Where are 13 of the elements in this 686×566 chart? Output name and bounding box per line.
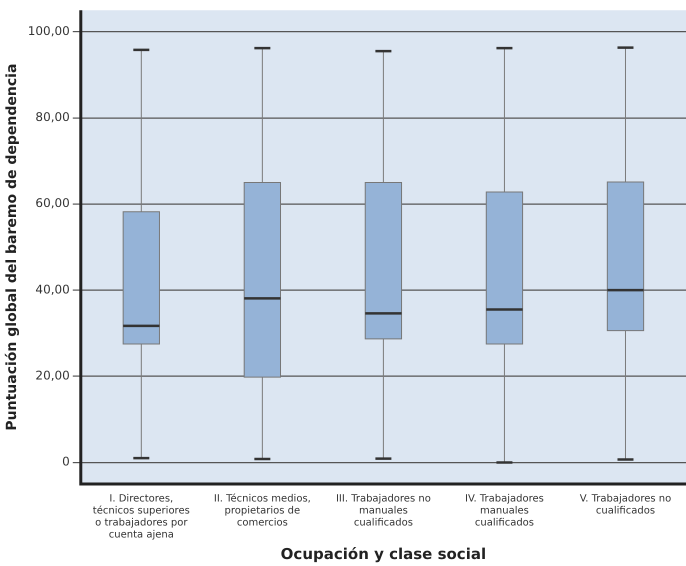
y-tick-label: 80,00	[35, 110, 70, 124]
x-axis-title: Ocupación y clase social	[280, 544, 486, 563]
x-tick-label: IV. Trabajadores manuales cualificados	[465, 494, 544, 529]
x-tick-label: V. Trabajadores no cualificados	[580, 494, 672, 517]
y-axis-title: Puntuación global del baremo de dependencia	[4, 64, 20, 431]
y-tick-label: 20,00	[35, 368, 70, 382]
y-tick-label: 100,00	[28, 24, 70, 38]
x-tick-label: III. Trabajadores no manuales cualificados	[336, 494, 431, 529]
y-tick-label: 0	[62, 454, 70, 469]
x-tick-label: I. Directores, técnicos superiores o trabajadores por cuenta ajena	[92, 494, 190, 541]
y-tick-label: 60,00	[35, 196, 70, 210]
x-tick-label: II. Técnicos medios, propietarios de comercios	[214, 494, 311, 529]
y-tick-label: 40,00	[35, 282, 70, 296]
